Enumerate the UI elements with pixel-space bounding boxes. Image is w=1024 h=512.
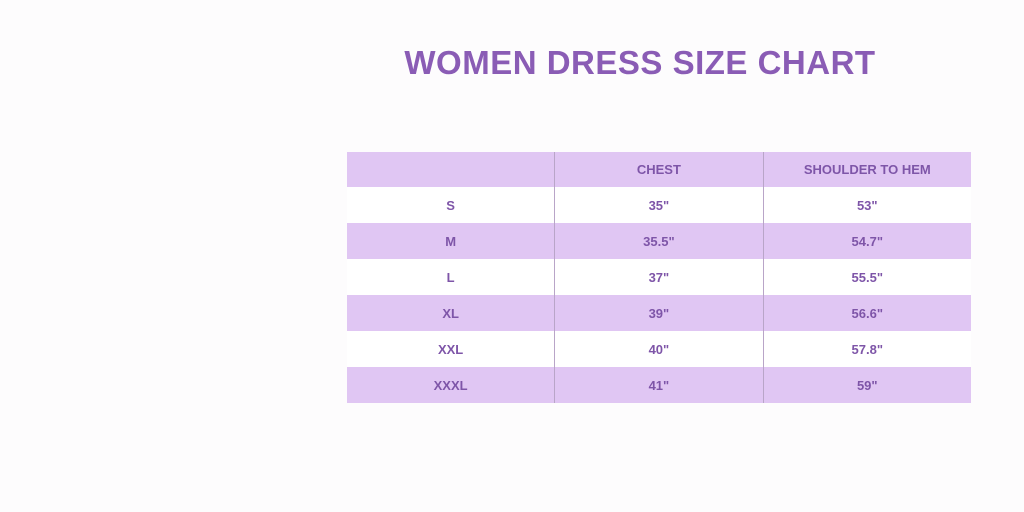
header-size bbox=[347, 152, 556, 187]
table-header-row: CHEST SHOULDER TO HEM bbox=[347, 152, 971, 187]
chest-cell: 40" bbox=[554, 331, 764, 367]
chest-cell: 37" bbox=[554, 259, 764, 295]
chest-cell: 41" bbox=[554, 367, 764, 403]
header-chest: CHEST bbox=[554, 152, 764, 187]
table-row: XL 39" 56.6" bbox=[347, 295, 971, 331]
table-row: M 35.5" 54.7" bbox=[347, 223, 971, 259]
table-row: XXXL 41" 59" bbox=[347, 367, 971, 403]
table-row: S 35" 53" bbox=[347, 187, 971, 223]
shoulder-to-hem-cell: 57.8" bbox=[851, 341, 883, 357]
size-cell: L bbox=[347, 259, 556, 295]
page-title: WOMEN DRESS SIZE CHART bbox=[404, 44, 876, 81]
size-chart-table: CHEST SHOULDER TO HEM S 35" 53" M 35.5" … bbox=[347, 152, 971, 403]
size-cell: XL bbox=[347, 295, 556, 331]
size-cell: S bbox=[347, 187, 556, 223]
shoulder-to-hem-cell: 54.7" bbox=[851, 233, 883, 249]
shoulder-to-hem-cell: 59" bbox=[856, 377, 878, 393]
chest-cell: 35.5" bbox=[554, 223, 764, 259]
table-row: XXL 40" 57.8" bbox=[347, 331, 971, 367]
table-row: L 37" 55.5" bbox=[347, 259, 971, 295]
shoulder-to-hem-cell: 56.6" bbox=[851, 305, 883, 321]
shoulder-to-hem-cell: 53" bbox=[856, 197, 878, 213]
chest-cell: 39" bbox=[554, 295, 764, 331]
chest-cell: 35" bbox=[554, 187, 764, 223]
shoulder-to-hem-cell: 55.5" bbox=[851, 269, 883, 285]
header-shoulder-to-hem: SHOULDER TO HEM bbox=[803, 162, 931, 177]
size-cell: XXL bbox=[347, 331, 556, 367]
size-cell: XXXL bbox=[347, 367, 556, 403]
size-cell: M bbox=[347, 223, 556, 259]
